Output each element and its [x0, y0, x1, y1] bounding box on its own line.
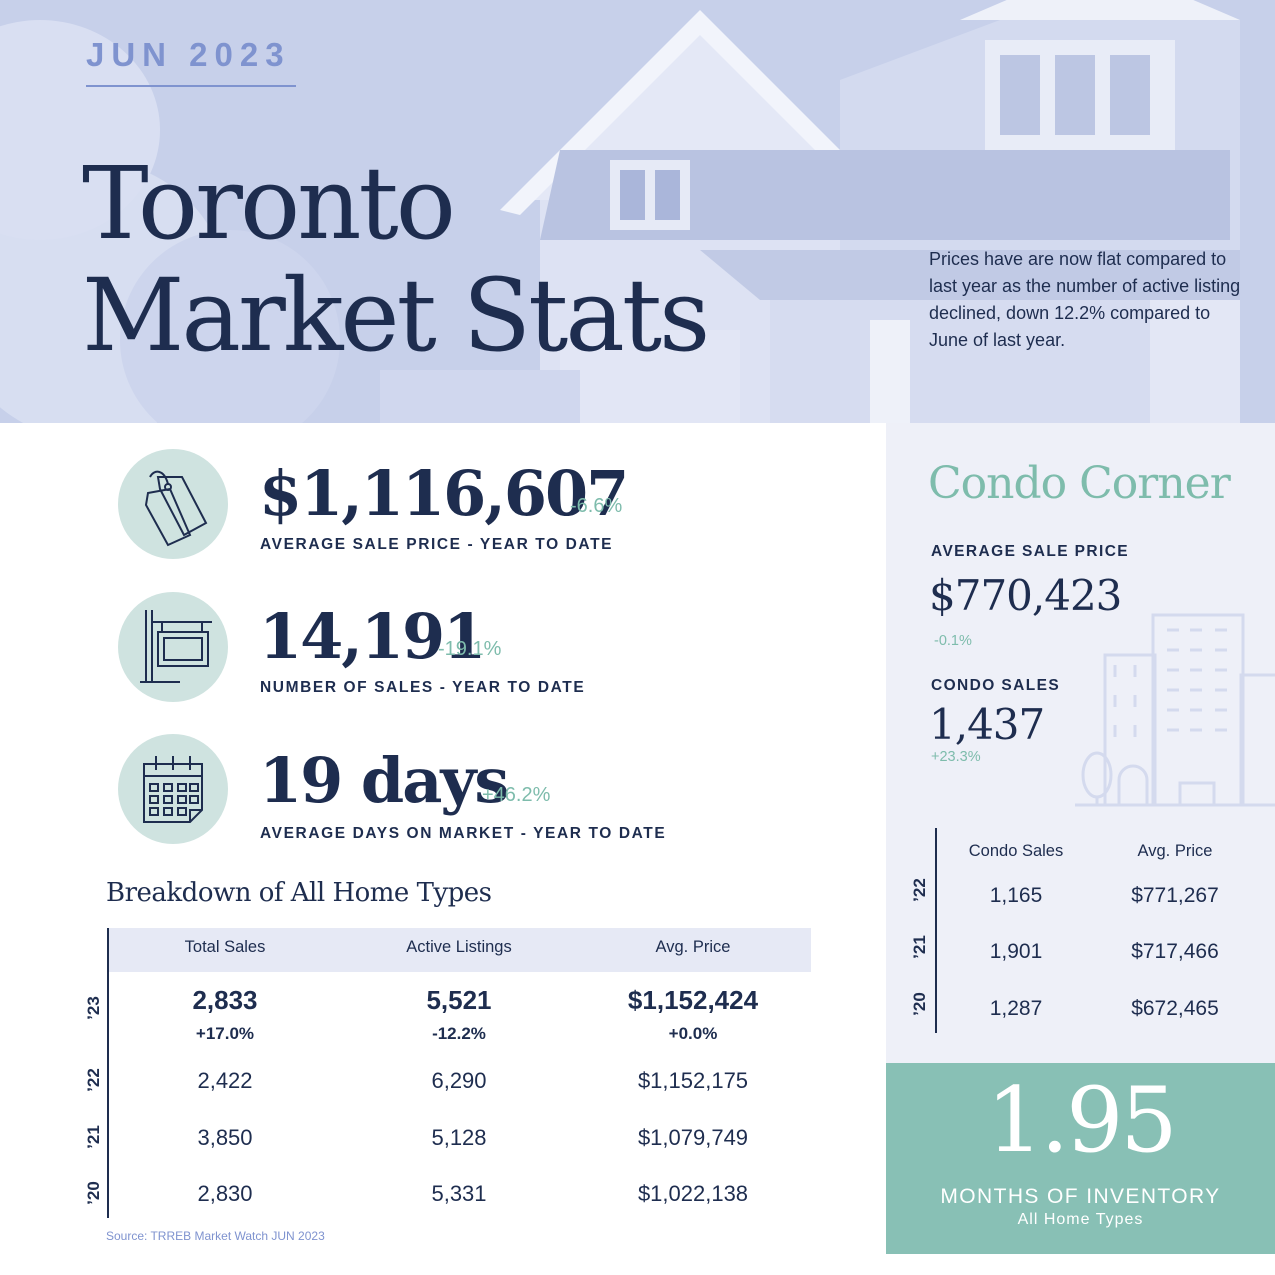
table-cell: $672,465	[1131, 997, 1219, 1020]
number-of-sales-value: 14,191	[259, 600, 486, 673]
number-of-sales-change: -19.1%	[438, 638, 502, 660]
table-cell: 6,290	[431, 1068, 487, 1093]
title-line-2: Market Stats	[82, 257, 710, 374]
table-cell: 2,830	[197, 1181, 253, 1206]
months-of-inventory-value: 1.95	[986, 1068, 1177, 1173]
date-underline	[86, 85, 296, 87]
price-tags-icon	[118, 449, 228, 559]
header-condo-sales: Condo Sales	[968, 842, 1064, 860]
current-avg-price: $1,152,424	[627, 985, 759, 1015]
condo-sales-change: +23.3%	[931, 749, 981, 765]
condo-corner-title: Condo Corner	[928, 458, 1231, 509]
condo-corner-panel	[886, 423, 1275, 1063]
breakdown-title: Breakdown of All Home Types	[106, 878, 492, 908]
days-on-market-value: 19 days	[259, 744, 509, 817]
header-total-sales: Total Sales	[184, 938, 266, 956]
condo-sales-value: 1,437	[929, 700, 1045, 749]
hero-banner: JUN 2023 Toronto Market Stats Prices hav…	[0, 0, 1275, 423]
table-cell: 2,422	[197, 1068, 253, 1093]
current-active-listings: 5,521	[426, 985, 492, 1015]
condo-avg-price-value: $770,423	[929, 571, 1122, 620]
condo-table-axis-line	[935, 828, 937, 1033]
breakdown-header-row	[109, 928, 811, 972]
year-label: ’20	[910, 992, 929, 1016]
year-label: ’23	[84, 996, 103, 1020]
table-cell: 1,287	[989, 997, 1043, 1020]
current-avg-price-change: +0.0%	[668, 1024, 718, 1043]
avg-sale-price-change: -6.6%	[570, 495, 623, 517]
table-cell: $1,079,749	[637, 1125, 749, 1150]
months-of-inventory-sublabel: All Home Types	[1017, 1211, 1144, 1228]
condo-avg-price-change: -0.1%	[934, 633, 972, 649]
table-cell: 1,165	[989, 884, 1043, 907]
title-line-1: Toronto	[82, 145, 456, 262]
intro-text: Prices have are now flat compared to las…	[929, 249, 1241, 350]
current-total-sales: 2,833	[192, 985, 258, 1015]
header-avg-price: Avg. Price	[655, 938, 731, 956]
days-on-market-change: +46.2%	[482, 784, 551, 806]
condo-buildings-icon	[1075, 613, 1275, 807]
table-cell: $1,152,175	[637, 1068, 749, 1093]
report-date: JUN 2023	[86, 36, 291, 73]
calendar-icon	[118, 734, 228, 844]
table-cell: $1,022,138	[637, 1181, 749, 1206]
year-label: ’21	[910, 935, 929, 959]
page-title: Toronto Market Stats	[82, 145, 710, 374]
condo-avg-price-label: AVERAGE SALE PRICE	[931, 543, 1130, 560]
year-label: ’21	[84, 1125, 103, 1149]
current-total-sales-change: +17.0%	[195, 1024, 255, 1043]
months-of-inventory-box	[886, 1063, 1275, 1254]
year-label: ’22	[910, 878, 929, 902]
table-cell: 5,128	[431, 1125, 487, 1150]
table-cell: $717,466	[1131, 940, 1219, 963]
header-active-listings: Active Listings	[406, 938, 512, 956]
year-label: ’20	[84, 1181, 103, 1205]
condo-sales-label: CONDO SALES	[931, 677, 1061, 694]
avg-sale-price-label: AVERAGE SALE PRICE - YEAR TO DATE	[260, 536, 614, 553]
table-cell: 1,901	[989, 940, 1043, 963]
avg-sale-price-value: $1,116,607	[259, 457, 629, 530]
house-photo-background	[0, 0, 1240, 423]
header-condo-avg-price: Avg. Price	[1137, 842, 1213, 860]
source-note: Source: TRREB Market Watch JUN 2023	[106, 1229, 325, 1243]
months-of-inventory-label: MONTHS OF INVENTORY	[940, 1185, 1221, 1208]
table-cell: 5,331	[431, 1181, 487, 1206]
table-cell: 3,850	[197, 1125, 253, 1150]
breakdown-axis-line	[107, 928, 109, 1218]
year-label: ’22	[84, 1068, 103, 1092]
table-cell: $771,267	[1131, 884, 1219, 907]
days-on-market-label: AVERAGE DAYS ON MARKET - YEAR TO DATE	[260, 825, 667, 842]
current-active-listings-change: -12.2%	[432, 1024, 486, 1043]
number-of-sales-label: NUMBER OF SALES - YEAR TO DATE	[260, 679, 586, 696]
for-sale-sign-icon	[118, 592, 228, 702]
